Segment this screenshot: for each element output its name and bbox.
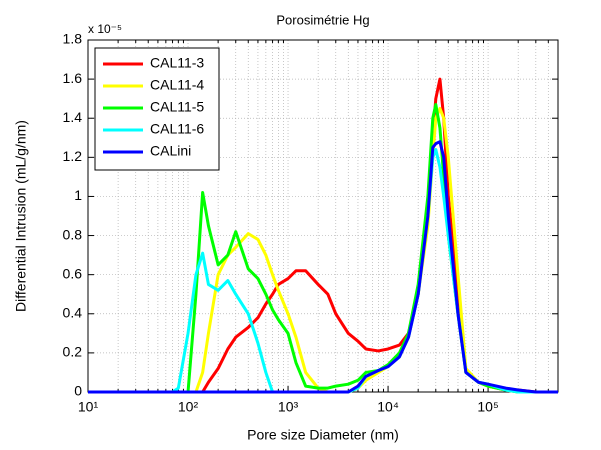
y-tick-label: 1.6 [63,70,83,86]
x-axis-label: Pore size Diameter (nm) [247,427,399,443]
y-tick-label: 1.4 [63,109,83,125]
x-tick-label: 10⁵ [477,399,498,415]
y-tick-label: 0.2 [63,344,83,360]
y-axis-label: Differential Intrusion (mL/g/nm) [13,120,29,312]
x-tick-label: 10¹ [78,399,99,415]
legend-label: CAL11-6 [150,121,204,137]
y-scale-label: x 10⁻⁵ [88,22,122,36]
y-tick-label: 1 [74,187,82,203]
legend-label: CAL11-4 [150,77,204,93]
x-tick-label: 10⁴ [377,399,399,415]
y-tick-label: 0.6 [63,265,83,281]
y-tick-label: 1.8 [63,31,83,47]
y-tick-label: 0.4 [63,304,83,320]
y-tick-label: 0.8 [63,226,83,242]
y-tick-label: 0 [74,383,82,399]
legend-label: CAL11-5 [150,99,204,115]
legend-label: CAL11-3 [150,55,204,71]
x-tick-label: 10² [178,399,199,415]
y-tick-label: 1.2 [63,148,83,164]
legend-label: CALini [150,143,191,159]
x-tick-label: 10³ [278,399,299,415]
series-line [88,140,558,394]
chart-title: Porosimétrie Hg [276,12,369,27]
